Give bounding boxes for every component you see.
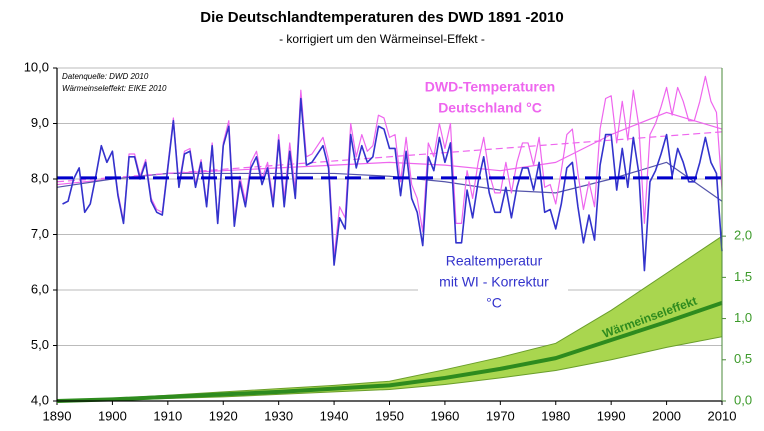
- x-tick-label: 1950: [375, 408, 404, 423]
- x-tick-label: 1970: [486, 408, 515, 423]
- x-tick-label: 1900: [98, 408, 127, 423]
- annotation: Datenquelle: DWD 2010: [62, 72, 149, 81]
- y2-tick-label: 0,5: [734, 351, 752, 366]
- x-tick-label: 1920: [209, 408, 238, 423]
- x-tick-label: 1930: [264, 408, 293, 423]
- x-tick-label: 1990: [597, 408, 626, 423]
- series-line: [56, 301, 723, 403]
- series-label: DWD-Temperaturen: [425, 79, 555, 95]
- series-label: Deutschland °C: [438, 100, 542, 116]
- y-tick-label: 6,0: [31, 281, 49, 296]
- x-tick-label: 1910: [153, 408, 182, 423]
- x-tick-label: 1940: [320, 408, 349, 423]
- y-tick-label: 5,0: [31, 337, 49, 352]
- series-label: °C: [486, 295, 502, 311]
- series-line: [56, 131, 723, 183]
- y2-tick-label: 1,5: [734, 269, 752, 284]
- y-tick-label: 7,0: [31, 226, 49, 241]
- x-tick-label: 2010: [708, 408, 737, 423]
- y2-tick-label: 2,0: [734, 228, 752, 243]
- label-box: [418, 250, 568, 316]
- chart-subtitle: - korrigiert um den Wärmeinsel-Effekt -: [279, 32, 485, 46]
- x-tick-label: 1960: [430, 408, 459, 423]
- chart-title: Die Deutschlandtemperaturen des DWD 1891…: [200, 9, 563, 26]
- y-tick-label: 4,0: [31, 392, 49, 407]
- annotation: Wärmeinseleffekt: EIKE 2010: [62, 84, 167, 93]
- y-tick-label: 9,0: [31, 115, 49, 130]
- series-line: [56, 161, 723, 202]
- y2-tick-label: 0,0: [734, 392, 752, 407]
- x-tick-label: 2000: [652, 408, 681, 423]
- wi-band: [56, 235, 723, 402]
- series-line: [62, 75, 723, 258]
- y-tick-label: 8,0: [31, 170, 49, 185]
- x-tick-label: 1980: [541, 408, 570, 423]
- y-tick-label: 10,0: [24, 59, 49, 74]
- series-label: Realtemperatur: [446, 253, 543, 269]
- y2-tick-label: 1,0: [734, 310, 752, 325]
- series-line: [62, 97, 723, 272]
- series-label: mit WI - Korrektur: [439, 274, 549, 290]
- x-tick-label: 1890: [43, 408, 72, 423]
